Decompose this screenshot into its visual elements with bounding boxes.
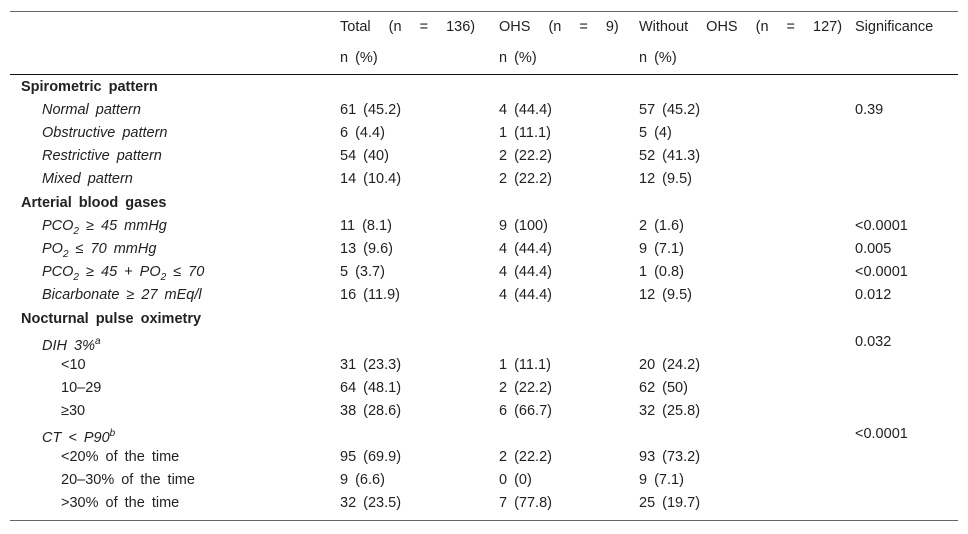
row-label: PO2 ≤ 70 mmHg — [42, 240, 156, 264]
cell: 2 (22.2) — [499, 148, 552, 164]
footnote-mark: b — [109, 428, 116, 439]
label-part: ≤ 70 — [166, 264, 205, 280]
cell: 32 (23.5) — [340, 495, 402, 511]
cell: 0.39 — [855, 102, 884, 118]
column-title: Total (n = 136) — [340, 19, 476, 35]
cell: 38 (28.6) — [340, 403, 402, 419]
cell: 0.005 — [855, 241, 892, 257]
cell: <0.0001 — [855, 426, 908, 442]
column-unit: n (%) — [499, 50, 537, 66]
row-label: CT < P90b — [42, 428, 116, 446]
row-label: <10 — [61, 357, 86, 373]
cell: 54 (40) — [340, 148, 389, 164]
top-rule — [10, 11, 958, 12]
cell: 6 (66.7) — [499, 403, 552, 419]
cell: 11 (8.1) — [340, 218, 392, 234]
footnote-mark: a — [94, 336, 101, 347]
header-rule — [10, 74, 958, 75]
row-label: ≥30 — [61, 403, 86, 419]
cell: 9 (7.1) — [639, 472, 684, 488]
column-unit: n (%) — [639, 50, 677, 66]
cell: 1 (11.1) — [499, 357, 551, 373]
cell: 62 (50) — [639, 380, 688, 396]
cell: 2 (1.6) — [639, 218, 684, 234]
cell: 52 (41.3) — [639, 148, 701, 164]
row-label: >30% of the time — [61, 495, 180, 511]
cell: 0.012 — [855, 287, 892, 303]
subscript: 2 — [160, 271, 167, 283]
cell: 95 (69.9) — [340, 449, 402, 465]
label-part: PCO — [42, 264, 74, 280]
label-part: ≥ 45 + PO — [78, 264, 161, 280]
cell: 12 (9.5) — [639, 171, 692, 187]
section-title: Spirometric pattern — [21, 79, 158, 95]
column-unit: n (%) — [340, 50, 378, 66]
label-part: PCO — [42, 218, 74, 234]
cell: 7 (77.8) — [499, 495, 552, 511]
cell: 2 (22.2) — [499, 449, 552, 465]
cell: 0.032 — [855, 334, 892, 350]
subscript: 2 — [62, 248, 69, 260]
subscript: 2 — [73, 271, 79, 283]
cell: 1 (11.1) — [499, 125, 551, 141]
row-label: 10–29 — [61, 380, 102, 396]
cell: 0 (0) — [499, 472, 532, 488]
label-part: ≥ 45 mmHg — [78, 218, 167, 234]
cell: <0.0001 — [855, 264, 908, 280]
subscript: 2 — [73, 225, 79, 237]
cell: 2 (22.2) — [499, 380, 552, 396]
row-label: 20–30% of the time — [61, 472, 195, 488]
row-label: PCO2 ≥ 45 + PO2 ≤ 70 — [42, 263, 204, 287]
cell: 32 (25.8) — [639, 403, 701, 419]
row-label: Normal pattern — [42, 102, 141, 118]
cell: 13 (9.6) — [340, 241, 393, 257]
cell: 4 (44.4) — [499, 102, 552, 118]
cell: 57 (45.2) — [639, 102, 701, 118]
cell: 5 (4) — [639, 125, 672, 141]
cell: 4 (44.4) — [499, 241, 552, 257]
section-title: Arterial blood gases — [21, 195, 167, 211]
cell: 1 (0.8) — [639, 264, 684, 280]
cell: 16 (11.9) — [340, 287, 400, 303]
cell: 5 (3.7) — [340, 264, 385, 280]
row-label: Obstructive pattern — [42, 125, 168, 141]
row-label: <20% of the time — [61, 449, 180, 465]
cell: 4 (44.4) — [499, 287, 552, 303]
cell: 2 (22.2) — [499, 171, 552, 187]
row-label: Restrictive pattern — [42, 148, 162, 164]
row-label: PCO2 ≥ 45 mmHg — [42, 217, 167, 241]
cell: 20 (24.2) — [639, 357, 701, 373]
label-part: PO — [42, 241, 63, 257]
cell: <0.0001 — [855, 218, 908, 234]
cell: 64 (48.1) — [340, 380, 402, 396]
cell: 9 (100) — [499, 218, 548, 234]
row-label: Bicarbonate ≥ 27 mEq/l — [42, 287, 202, 303]
cell: 14 (10.4) — [340, 171, 402, 187]
row-label: Mixed pattern — [42, 171, 133, 187]
cell: 12 (9.5) — [639, 287, 692, 303]
cell: 9 (6.6) — [340, 472, 385, 488]
cell: 4 (44.4) — [499, 264, 552, 280]
column-title: Significance — [855, 19, 934, 35]
cell: 31 (23.3) — [340, 357, 402, 373]
cell: 93 (73.2) — [639, 449, 701, 465]
section-title: Nocturnal pulse oximetry — [21, 311, 202, 327]
cell: 61 (45.2) — [340, 102, 402, 118]
column-title: Without OHS (n = 127) — [639, 19, 843, 35]
cell: 9 (7.1) — [639, 241, 684, 257]
bottom-rule — [10, 520, 958, 521]
cell: 25 (19.7) — [639, 495, 701, 511]
label-part: ≤ 70 mmHg — [68, 241, 157, 257]
cell: 6 (4.4) — [340, 125, 385, 141]
row-label: DIH 3%a — [42, 336, 101, 354]
column-title: OHS (n = 9) — [499, 19, 619, 35]
